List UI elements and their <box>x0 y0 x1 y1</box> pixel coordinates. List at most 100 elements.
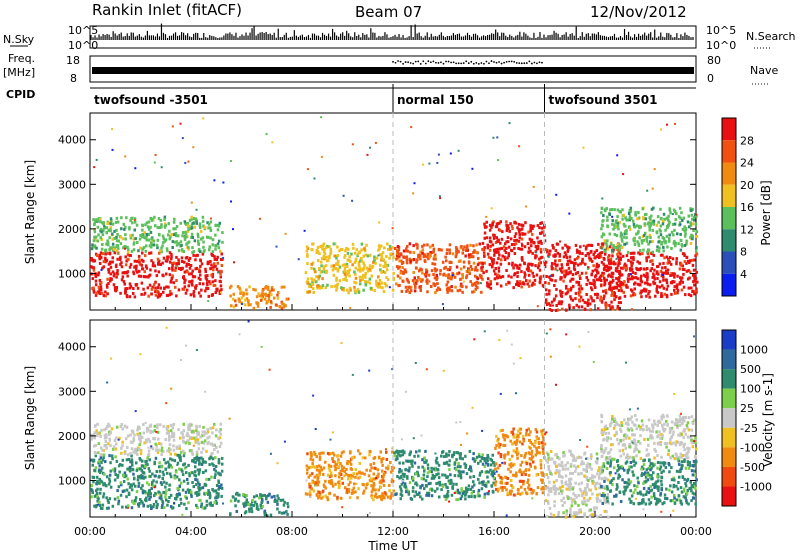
heat-cell <box>464 486 468 490</box>
heat-cell <box>483 231 487 235</box>
heat-cell <box>169 423 173 427</box>
heat-cell <box>185 288 189 292</box>
heat-cell <box>465 276 468 280</box>
heat-cell <box>694 290 697 294</box>
heat-cell <box>143 231 147 235</box>
heat-cell <box>100 281 103 285</box>
heat-cell <box>374 488 377 492</box>
heat-cell <box>191 236 194 239</box>
heat-cell <box>252 288 255 291</box>
heat-cell <box>103 436 107 440</box>
heat-cell <box>270 495 273 499</box>
heat-cell <box>379 263 382 267</box>
heat-cell <box>539 466 543 470</box>
heat-cell <box>174 227 177 231</box>
heat-cell <box>134 167 137 170</box>
heat-cell <box>210 217 212 220</box>
heat-cell <box>172 438 176 442</box>
heat-cell <box>138 426 141 430</box>
heat-cell <box>384 491 387 495</box>
heat-cell <box>136 259 139 263</box>
heat-cell <box>162 473 165 477</box>
heat-cell <box>137 434 141 438</box>
heat-cell <box>694 222 698 226</box>
heat-cell <box>311 287 315 291</box>
heat-cell <box>220 469 224 473</box>
heat-cell <box>195 424 198 428</box>
heat-cell <box>687 269 690 273</box>
heat-cell <box>337 259 340 263</box>
heat-cell <box>399 276 402 280</box>
heat-cell <box>115 228 118 232</box>
heat-cell <box>542 452 545 455</box>
heat-cell <box>96 495 99 499</box>
heat-cell <box>561 307 564 311</box>
heat-cell <box>106 285 109 289</box>
heat-cell <box>334 482 337 486</box>
heat-cell <box>515 440 518 444</box>
heat-cell <box>120 265 124 269</box>
heat-cell <box>153 460 156 464</box>
heat-cell <box>392 271 395 275</box>
heat-cell <box>218 279 222 283</box>
heat-cell <box>343 263 347 267</box>
heat-cell <box>191 275 195 279</box>
heat-cell <box>136 432 139 436</box>
heat-cell <box>651 262 655 266</box>
heat-cell <box>131 468 135 472</box>
heat-cell <box>318 470 321 474</box>
heat-cell <box>362 261 365 265</box>
heat-cell <box>535 245 538 249</box>
heat-cell <box>195 429 198 433</box>
heat-cell <box>412 192 415 195</box>
heat-cell <box>213 467 216 471</box>
heat-cell <box>192 294 196 298</box>
heat-cell <box>496 247 499 251</box>
heat-cell <box>591 269 594 273</box>
heat-cell <box>103 226 106 230</box>
heat-cell <box>169 279 173 283</box>
heat-cell <box>114 220 118 224</box>
heat-cell <box>267 298 271 302</box>
heat-cell <box>415 483 419 487</box>
heat-cell <box>318 457 322 461</box>
nave-point <box>483 62 485 65</box>
heat-cell <box>305 249 309 253</box>
heat-cell <box>401 449 405 453</box>
heat-cell <box>678 282 682 286</box>
heat-cell <box>472 261 476 265</box>
heat-cell <box>466 488 470 491</box>
heat-cell <box>154 491 157 495</box>
heat-cell <box>187 439 190 443</box>
heat-cell <box>550 267 554 271</box>
heat-cell <box>176 487 179 490</box>
heat-cell <box>149 474 152 478</box>
heat-cell <box>382 457 385 461</box>
heat-cell <box>317 480 321 484</box>
heat-cell <box>214 264 217 268</box>
heat-cell <box>676 274 679 278</box>
heat-cell <box>682 272 685 276</box>
heat-cell <box>129 234 132 238</box>
heat-cell <box>335 462 339 466</box>
heat-cell <box>339 469 343 473</box>
heat-cell <box>453 275 457 279</box>
heat-cell <box>489 468 492 472</box>
heat-cell <box>473 290 476 294</box>
heat-cell <box>461 290 464 294</box>
heat-cell <box>183 260 186 264</box>
heat-cell <box>180 256 184 260</box>
heat-cell <box>460 245 463 248</box>
heat-cell <box>130 249 134 253</box>
heat-cell <box>506 256 509 260</box>
heat-cell <box>329 248 332 251</box>
heat-cell <box>418 449 421 453</box>
heat-cell <box>655 248 659 252</box>
heat-cell <box>435 482 438 486</box>
heat-cell <box>199 250 202 254</box>
heat-cell <box>90 495 93 499</box>
heat-cell <box>481 482 484 486</box>
heat-cell <box>497 266 501 270</box>
heat-cell <box>364 275 367 279</box>
heat-cell <box>652 222 656 226</box>
